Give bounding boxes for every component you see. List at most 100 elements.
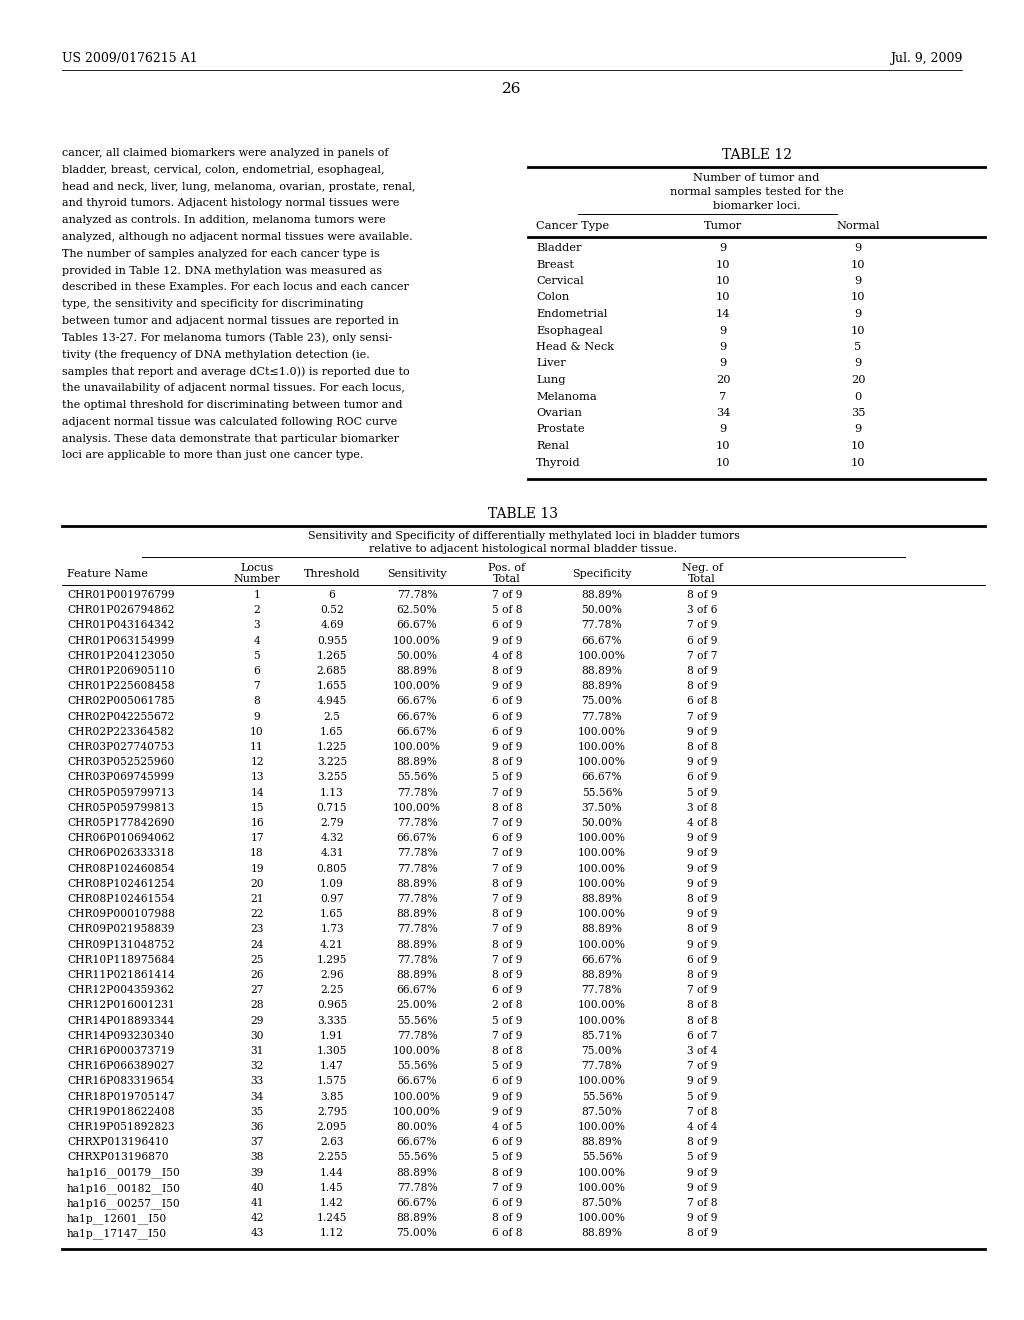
Text: 1.91: 1.91 [321, 1031, 344, 1040]
Text: 100.00%: 100.00% [393, 636, 441, 645]
Text: 1.13: 1.13 [321, 788, 344, 797]
Text: ha1p16__00182__I50: ha1p16__00182__I50 [67, 1183, 181, 1193]
Text: 8 of 8: 8 of 8 [687, 1001, 718, 1010]
Text: Threshold: Threshold [304, 569, 360, 579]
Text: bladder, breast, cervical, colon, endometrial, esophageal,: bladder, breast, cervical, colon, endome… [62, 165, 384, 174]
Text: 6 of 9: 6 of 9 [687, 954, 717, 965]
Text: 100.00%: 100.00% [578, 742, 626, 752]
Text: 100.00%: 100.00% [578, 879, 626, 888]
Text: biomarker loci.: biomarker loci. [713, 201, 801, 211]
Text: 100.00%: 100.00% [578, 849, 626, 858]
Text: 8 of 9: 8 of 9 [687, 970, 718, 979]
Text: 5 of 9: 5 of 9 [492, 1152, 522, 1163]
Text: 27: 27 [250, 985, 264, 995]
Text: CHR19P051892823: CHR19P051892823 [67, 1122, 174, 1133]
Text: 6 of 7: 6 of 7 [687, 1031, 717, 1040]
Text: 2.095: 2.095 [316, 1122, 347, 1133]
Text: Number: Number [233, 574, 281, 583]
Text: 4.69: 4.69 [321, 620, 344, 631]
Text: 66.67%: 66.67% [582, 954, 623, 965]
Text: and thyroid tumors. Adjacent histology normal tissues were: and thyroid tumors. Adjacent histology n… [62, 198, 399, 209]
Text: Sensitivity and Specificity of differentially methylated loci in bladder tumors: Sensitivity and Specificity of different… [307, 531, 739, 541]
Text: CHR01P001976799: CHR01P001976799 [67, 590, 175, 601]
Text: 9 of 9: 9 of 9 [492, 636, 522, 645]
Text: CHR06P026333318: CHR06P026333318 [67, 849, 174, 858]
Text: 9 of 9: 9 of 9 [492, 1106, 522, 1117]
Text: 7 of 8: 7 of 8 [687, 1199, 718, 1208]
Text: 0.97: 0.97 [321, 894, 344, 904]
Text: CHR09P131048752: CHR09P131048752 [67, 940, 174, 949]
Text: normal samples tested for the: normal samples tested for the [670, 187, 844, 197]
Text: 1: 1 [254, 590, 260, 601]
Text: 7 of 8: 7 of 8 [687, 1106, 718, 1117]
Text: 9 of 9: 9 of 9 [492, 742, 522, 752]
Text: the optimal threshold for discriminating between tumor and: the optimal threshold for discriminating… [62, 400, 402, 411]
Text: CHR16P066389027: CHR16P066389027 [67, 1061, 174, 1072]
Text: CHR14P093230340: CHR14P093230340 [67, 1031, 174, 1040]
Text: 4.32: 4.32 [321, 833, 344, 843]
Text: Neg. of: Neg. of [682, 564, 723, 573]
Text: 87.50%: 87.50% [582, 1106, 623, 1117]
Text: CHR02P223364582: CHR02P223364582 [67, 727, 174, 737]
Text: 100.00%: 100.00% [393, 803, 441, 813]
Text: 35: 35 [250, 1106, 264, 1117]
Text: 17: 17 [250, 833, 264, 843]
Text: 66.67%: 66.67% [396, 727, 437, 737]
Text: Lung: Lung [536, 375, 565, 385]
Text: 1.305: 1.305 [316, 1045, 347, 1056]
Text: 2.5: 2.5 [324, 711, 340, 722]
Text: 9: 9 [720, 425, 727, 434]
Text: 10: 10 [716, 293, 730, 302]
Text: 3.85: 3.85 [321, 1092, 344, 1102]
Text: 5 of 9: 5 of 9 [687, 788, 717, 797]
Text: 8 of 9: 8 of 9 [492, 970, 522, 979]
Text: 100.00%: 100.00% [578, 1001, 626, 1010]
Text: 8: 8 [254, 697, 260, 706]
Text: CHR03P069745999: CHR03P069745999 [67, 772, 174, 783]
Text: 0.52: 0.52 [321, 605, 344, 615]
Text: loci are applicable to more than just one cancer type.: loci are applicable to more than just on… [62, 450, 364, 461]
Text: Esophageal: Esophageal [536, 326, 603, 335]
Text: analyzed as controls. In addition, melanoma tumors were: analyzed as controls. In addition, melan… [62, 215, 386, 226]
Text: 77.78%: 77.78% [396, 1031, 437, 1040]
Text: 10: 10 [851, 326, 865, 335]
Text: 1.65: 1.65 [321, 727, 344, 737]
Text: 1.73: 1.73 [321, 924, 344, 935]
Text: adjacent normal tissue was calculated following ROC curve: adjacent normal tissue was calculated fo… [62, 417, 397, 426]
Text: 29: 29 [250, 1015, 264, 1026]
Text: ha1p__17147__I50: ha1p__17147__I50 [67, 1229, 167, 1239]
Text: 9 of 9: 9 of 9 [687, 849, 717, 858]
Text: 88.89%: 88.89% [582, 681, 623, 692]
Text: 7 of 9: 7 of 9 [492, 849, 522, 858]
Text: 4.21: 4.21 [321, 940, 344, 949]
Text: 7 of 9: 7 of 9 [492, 590, 522, 601]
Text: 9: 9 [720, 243, 727, 253]
Text: 87.50%: 87.50% [582, 1199, 623, 1208]
Text: 88.89%: 88.89% [582, 590, 623, 601]
Text: 75.00%: 75.00% [582, 697, 623, 706]
Text: 10: 10 [250, 727, 264, 737]
Text: 88.89%: 88.89% [396, 1168, 437, 1177]
Text: 7 of 9: 7 of 9 [687, 711, 717, 722]
Text: 9 of 9: 9 of 9 [687, 909, 717, 919]
Text: CHR01P225608458: CHR01P225608458 [67, 681, 175, 692]
Text: 8 of 9: 8 of 9 [687, 590, 718, 601]
Text: 10: 10 [851, 293, 865, 302]
Text: 88.89%: 88.89% [582, 924, 623, 935]
Text: 55.56%: 55.56% [582, 1092, 623, 1102]
Text: 1.295: 1.295 [316, 954, 347, 965]
Text: 18: 18 [250, 849, 264, 858]
Text: 7 of 7: 7 of 7 [687, 651, 717, 661]
Text: 77.78%: 77.78% [396, 863, 437, 874]
Text: 4.31: 4.31 [321, 849, 344, 858]
Text: 8 of 9: 8 of 9 [492, 879, 522, 888]
Text: 5 of 9: 5 of 9 [492, 772, 522, 783]
Text: 4.945: 4.945 [316, 697, 347, 706]
Text: 10: 10 [851, 458, 865, 467]
Text: 9 of 9: 9 of 9 [687, 1183, 717, 1193]
Text: 77.78%: 77.78% [582, 1061, 623, 1072]
Text: 6 of 9: 6 of 9 [492, 727, 522, 737]
Text: 50.00%: 50.00% [396, 651, 437, 661]
Text: 9: 9 [720, 342, 727, 352]
Text: Sensitivity: Sensitivity [387, 569, 446, 579]
